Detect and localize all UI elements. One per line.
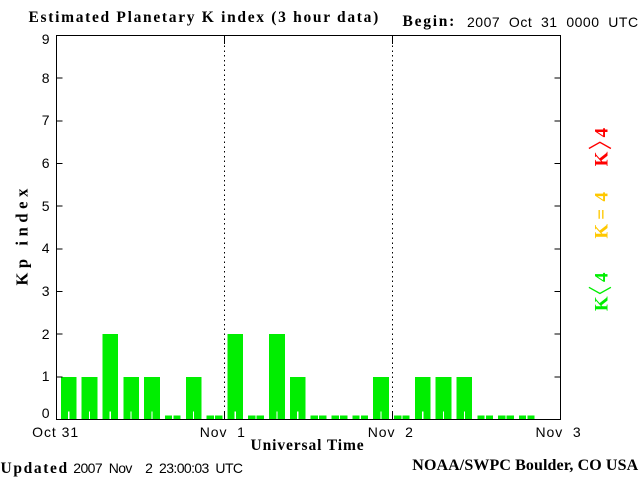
svg-text:4: 4 bbox=[592, 272, 613, 282]
svg-text:=: = bbox=[592, 209, 613, 220]
svg-text:K: K bbox=[592, 296, 613, 311]
svg-text:K: K bbox=[592, 224, 613, 239]
svg-text:4: 4 bbox=[592, 192, 613, 202]
svg-text:K: K bbox=[592, 151, 613, 166]
svg-text:4: 4 bbox=[592, 127, 613, 137]
